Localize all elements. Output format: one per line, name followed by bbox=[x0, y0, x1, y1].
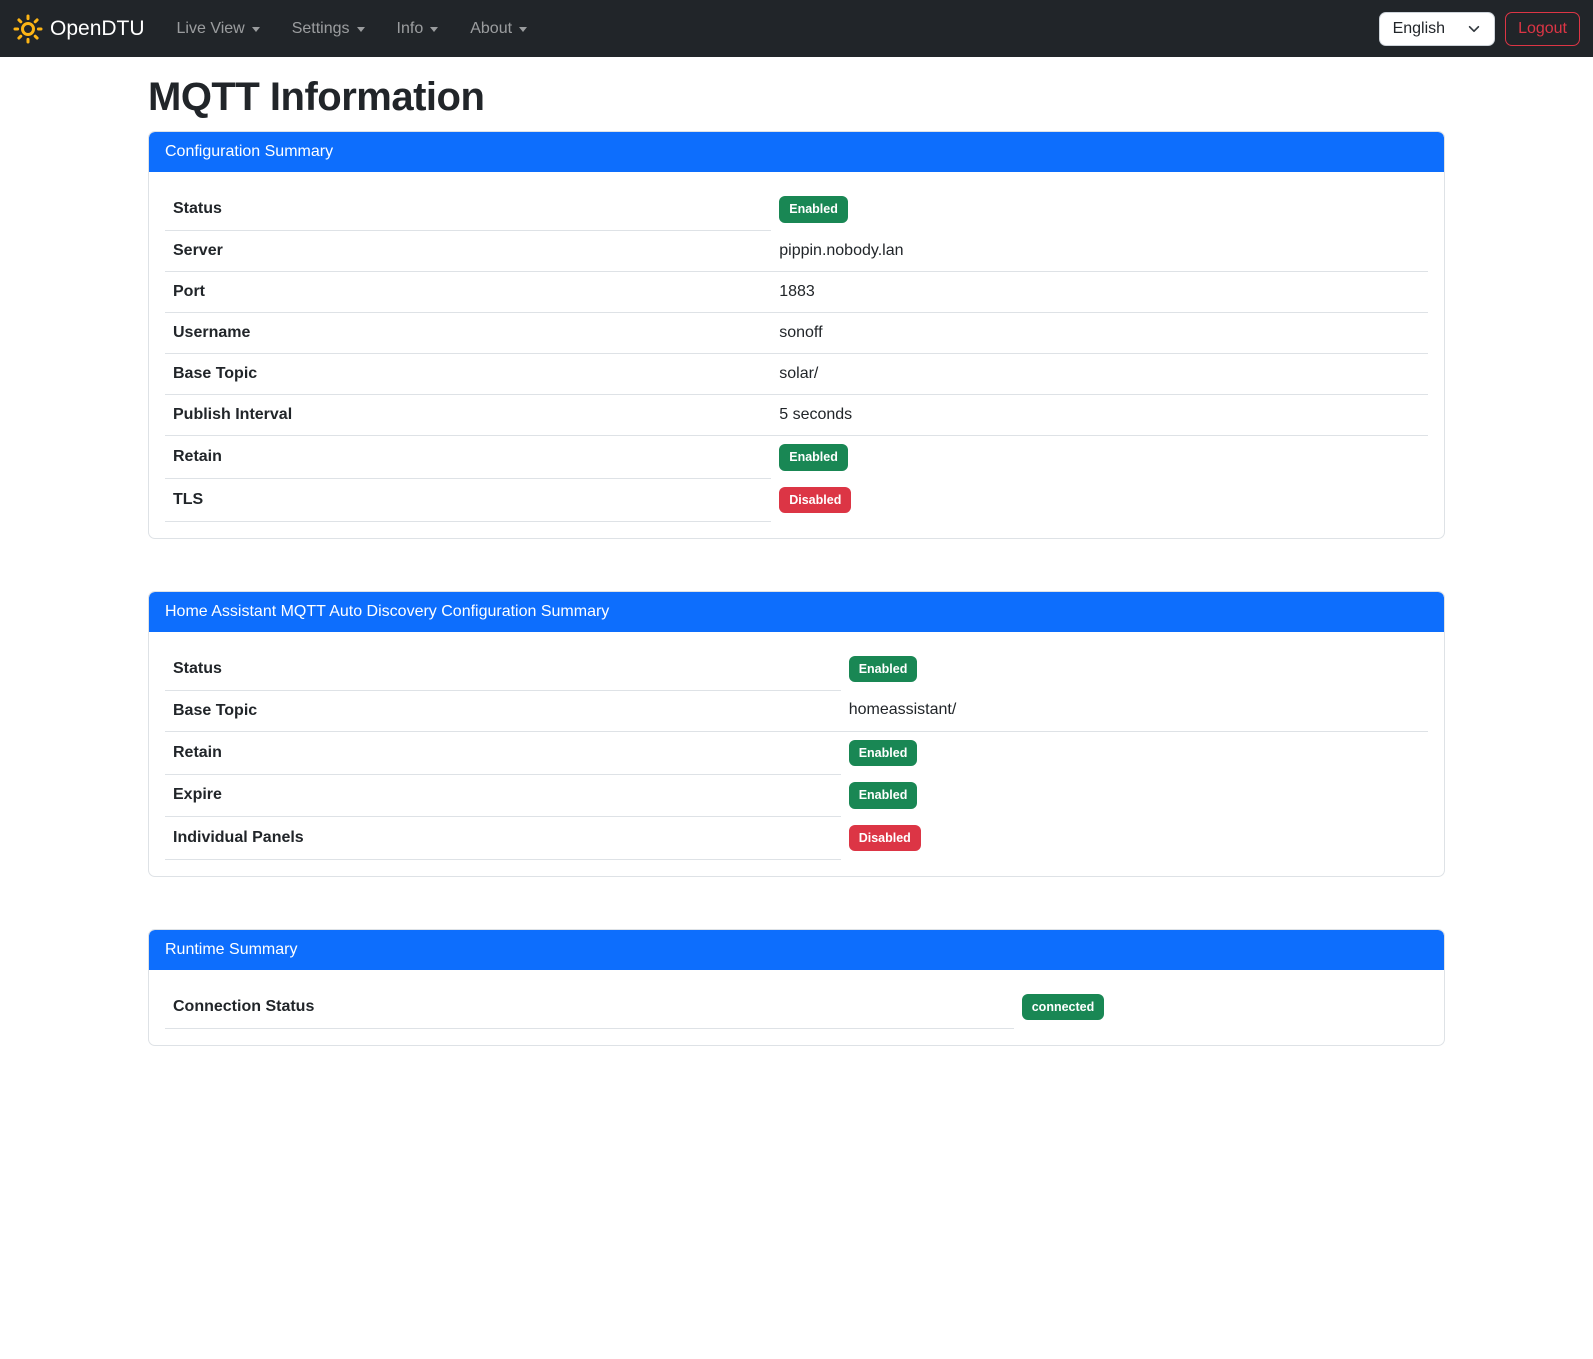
status-badge: Enabled bbox=[779, 444, 848, 471]
caret-down-icon bbox=[356, 27, 365, 32]
row-label: Publish Interval bbox=[165, 394, 772, 436]
table-row-base-topic: Base Topic homeassistant/ bbox=[165, 690, 1428, 732]
logout-button[interactable]: Logout bbox=[1505, 11, 1580, 46]
opendtu-sun-icon bbox=[13, 14, 43, 44]
chevron-down-icon bbox=[1467, 22, 1481, 36]
row-label: TLS bbox=[165, 478, 772, 522]
row-value: connected bbox=[1014, 986, 1428, 1029]
table-row-server: Server pippin.nobody.lan bbox=[165, 230, 1428, 272]
status-badge: Enabled bbox=[848, 782, 918, 809]
table-row-individual-panels: Individual Panels Disabled bbox=[165, 816, 1428, 860]
language-select[interactable]: English bbox=[1378, 11, 1496, 46]
table-row-status: Status Enabled bbox=[165, 647, 1428, 691]
nav-item-label: About bbox=[470, 19, 513, 37]
language-select-value: English bbox=[1392, 19, 1446, 37]
row-label: Base Topic bbox=[165, 690, 841, 732]
row-label: Retain bbox=[165, 731, 841, 775]
row-value: 1883 bbox=[771, 271, 1428, 313]
table-row-connection-status: Connection Status connected bbox=[165, 985, 1428, 1029]
summary-table: Status Enabled Base Topic homeassistant/… bbox=[165, 647, 1428, 860]
status-badge: Enabled bbox=[779, 196, 848, 223]
main-nav: Live View Settings Info About bbox=[161, 12, 544, 46]
row-label: Expire bbox=[165, 774, 841, 817]
card-body: Status Enabled Base Topic homeassistant/… bbox=[149, 632, 1444, 876]
row-label: Base Topic bbox=[165, 353, 772, 395]
row-value: Enabled bbox=[841, 774, 1428, 817]
navbar: OpenDTU Live View Settings Info About En… bbox=[0, 0, 1593, 57]
table-row-tls: TLS Disabled bbox=[165, 478, 1428, 522]
caret-down-icon bbox=[430, 27, 439, 32]
card-header: Configuration Summary bbox=[149, 132, 1444, 172]
row-label: Retain bbox=[165, 435, 772, 479]
row-label: Username bbox=[165, 312, 772, 354]
status-badge: connected bbox=[1021, 993, 1105, 1020]
row-label: Individual Panels bbox=[165, 816, 841, 860]
status-badge: Disabled bbox=[779, 486, 852, 513]
card-header: Home Assistant MQTT Auto Discovery Confi… bbox=[149, 591, 1444, 632]
row-value: sonoff bbox=[771, 312, 1428, 354]
table-row-base-topic: Base Topic solar/ bbox=[165, 353, 1428, 395]
row-value: Enabled bbox=[841, 648, 1428, 691]
brand-label: OpenDTU bbox=[50, 16, 145, 40]
card-body: Connection Status connected bbox=[149, 970, 1444, 1045]
nav-item-settings[interactable]: Settings bbox=[276, 12, 381, 46]
nav-item-label: Info bbox=[396, 19, 424, 37]
row-value: 5 seconds bbox=[771, 394, 1428, 436]
nav-item-about[interactable]: About bbox=[454, 12, 543, 46]
card-body: Status Enabled Server pippin.nobody.lan … bbox=[149, 172, 1444, 538]
cards-container: Configuration Summary Status Enabled Ser… bbox=[148, 131, 1445, 1046]
row-value: Enabled bbox=[771, 188, 1428, 231]
status-badge: Disabled bbox=[848, 824, 921, 851]
card-header: Runtime Summary bbox=[149, 929, 1444, 970]
row-value: pippin.nobody.lan bbox=[771, 230, 1428, 272]
page-title: MQTT Information bbox=[148, 75, 485, 119]
navbar-left: OpenDTU Live View Settings Info About bbox=[13, 12, 543, 46]
row-label: Port bbox=[165, 271, 772, 313]
table-row-publish-interval: Publish Interval 5 seconds bbox=[165, 394, 1428, 436]
caret-down-icon bbox=[519, 27, 528, 32]
row-value: Disabled bbox=[771, 479, 1428, 522]
main-content: MQTT Information Configuration Summary S… bbox=[148, 57, 1445, 1046]
table-row-retain: Retain Enabled bbox=[165, 435, 1428, 479]
caret-down-icon bbox=[251, 27, 260, 32]
row-value: Enabled bbox=[771, 436, 1428, 479]
table-row-expire: Expire Enabled bbox=[165, 774, 1428, 817]
card-configuration-summary: Configuration Summary Status Enabled Ser… bbox=[148, 131, 1445, 539]
brand-link[interactable]: OpenDTU bbox=[13, 14, 155, 44]
nav-item-label: Settings bbox=[291, 19, 350, 37]
row-label: Status bbox=[165, 647, 841, 691]
status-badge: Enabled bbox=[848, 655, 918, 682]
summary-table: Status Enabled Server pippin.nobody.lan … bbox=[165, 188, 1428, 522]
row-label: Server bbox=[165, 230, 772, 272]
nav-item-label: Live View bbox=[176, 19, 245, 37]
nav-item-info[interactable]: Info bbox=[381, 12, 455, 46]
row-label: Connection Status bbox=[165, 985, 1014, 1029]
row-label: Status bbox=[165, 188, 772, 231]
status-badge: Enabled bbox=[848, 739, 918, 766]
table-row-status: Status Enabled bbox=[165, 188, 1428, 231]
table-row-retain: Retain Enabled bbox=[165, 731, 1428, 775]
summary-table: Connection Status connected bbox=[165, 985, 1428, 1029]
card-runtime-summary: Runtime Summary Connection Status connec… bbox=[148, 928, 1445, 1046]
row-value: Disabled bbox=[841, 817, 1428, 860]
navbar-right: English Logout bbox=[1378, 11, 1580, 46]
row-value: solar/ bbox=[771, 353, 1428, 395]
table-row-port: Port 1883 bbox=[165, 271, 1428, 313]
table-row-username: Username sonoff bbox=[165, 312, 1428, 354]
nav-item-live-view[interactable]: Live View bbox=[161, 12, 276, 46]
row-value: Enabled bbox=[841, 731, 1428, 774]
row-value: homeassistant/ bbox=[840, 690, 1428, 732]
card-home-assistant-mqtt-auto-discovery-configuration-summary: Home Assistant MQTT Auto Discovery Confi… bbox=[148, 590, 1445, 877]
